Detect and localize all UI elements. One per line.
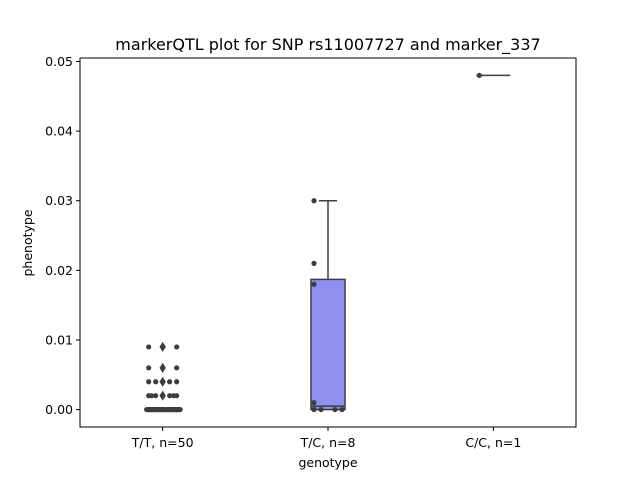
data-point [167,393,173,399]
data-point [311,400,317,406]
x-tick-label: T/T, n=50 [131,435,194,450]
data-point [339,406,345,413]
box [310,278,346,411]
y-tick-label: 0.02 [45,263,73,278]
data-point [174,406,180,413]
data-point [174,344,180,350]
data-point [167,379,173,385]
data-point [166,406,172,413]
data-point [171,393,177,399]
y-axis-label: phenotype [20,209,35,276]
data-point [311,406,317,413]
data-point [174,365,180,371]
data-point [332,406,338,413]
data-point [156,406,162,413]
data-point [311,198,317,204]
data-point [152,406,158,413]
y-tick-label: 0.00 [45,402,73,417]
chart-title: markerQTL plot for SNP rs11007727 and ma… [115,35,540,55]
y-tick-label: 0.01 [45,332,73,347]
data-point [146,365,152,371]
data-point [318,406,324,413]
y-tick-label: 0.04 [45,124,73,139]
outlier-marker [159,390,166,401]
axes: 0.00 0.01 0.02 0.03 0.04 0.05 T/T, n=50 T/C, n=… [45,54,521,450]
data-point [476,72,482,79]
outlier-marker [159,362,166,373]
y-tick-label: 0.03 [45,193,73,208]
data-point [146,344,152,350]
data-point [146,379,152,385]
data-point [153,379,159,385]
y-tick-label: 0.05 [45,54,73,69]
plot-area [144,72,511,413]
data-point [311,281,317,287]
data-point [174,379,180,385]
data-point [148,406,154,413]
x-tick-label: C/C, n=1 [465,435,521,450]
data-point [170,406,176,413]
x-axis-label: genotype [298,455,357,470]
x-tick-label: T/C, n=8 [300,435,356,450]
data-point [311,260,317,266]
outlier-marker [159,341,166,352]
data-point [160,406,166,413]
outlier-marker [159,376,166,387]
data-point [149,393,155,399]
data-point [153,393,159,399]
